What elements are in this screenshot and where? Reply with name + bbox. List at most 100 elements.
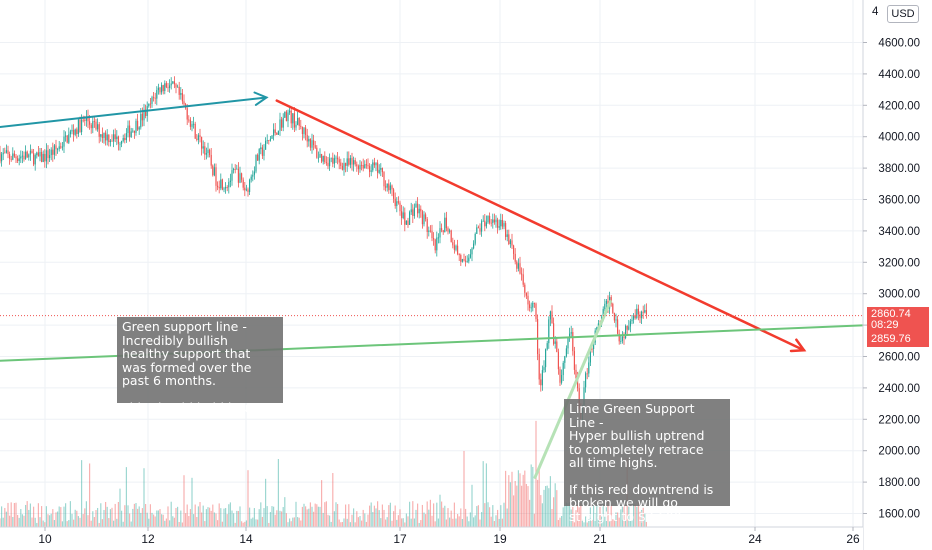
volume-bar xyxy=(551,508,553,527)
volume-bar xyxy=(621,503,623,527)
green-support-note[interactable]: Green support line - Incredibly bullish he… xyxy=(117,317,283,414)
volume-bar xyxy=(404,522,406,527)
price-tick-label: 4000.00 xyxy=(878,132,920,144)
candle-body xyxy=(569,333,571,339)
volume-bar xyxy=(620,509,622,527)
volume-bar xyxy=(325,501,327,527)
volume-bar xyxy=(377,501,379,527)
time-tick-label: 17 xyxy=(393,532,407,546)
candle-body xyxy=(191,124,193,127)
candle-body xyxy=(439,228,441,238)
volume-bar xyxy=(172,516,174,527)
lime-support-note[interactable]: Lime Green Support Line - Hyper bullish up… xyxy=(564,399,730,523)
volume-bar xyxy=(471,484,473,527)
candle-body xyxy=(431,230,433,239)
volume-bar xyxy=(103,509,105,527)
candle-body xyxy=(65,135,67,137)
candle-body xyxy=(236,168,238,170)
volume-bar xyxy=(276,510,278,527)
volume-bar xyxy=(37,503,39,527)
currency-badge[interactable]: USD xyxy=(887,5,919,23)
volume-bar xyxy=(273,506,275,527)
candle-body xyxy=(561,375,563,383)
volume-bar xyxy=(111,507,113,527)
volume-bar xyxy=(207,507,209,527)
volume-bar xyxy=(343,518,345,527)
volume-bar xyxy=(255,519,257,527)
volume-bar xyxy=(173,517,175,527)
volume-bar xyxy=(562,507,564,527)
candle-body xyxy=(145,109,147,116)
candle-body xyxy=(228,182,230,188)
volume-bar xyxy=(114,503,116,527)
lime-trendline[interactable] xyxy=(533,300,612,479)
candle-body xyxy=(132,130,134,132)
volume-bar xyxy=(319,506,321,527)
volume-bar xyxy=(282,507,284,527)
volume-bar xyxy=(52,509,54,527)
candle-body xyxy=(29,150,31,155)
volume-bar xyxy=(322,512,324,527)
volume-bar xyxy=(365,521,367,527)
volume-bar xyxy=(127,505,129,527)
volume-bar xyxy=(463,450,465,527)
candle-body xyxy=(524,284,526,293)
candle-body xyxy=(340,162,342,166)
volume-bar xyxy=(484,503,486,527)
volume-bar xyxy=(428,509,430,527)
candle-body xyxy=(615,319,617,321)
candle-body xyxy=(490,222,492,224)
volume-bar xyxy=(183,475,185,527)
candle-body xyxy=(362,165,364,169)
volume-bar xyxy=(244,521,246,527)
candle-body xyxy=(5,150,7,153)
volume-bar xyxy=(303,503,305,527)
volume-bar xyxy=(415,509,417,527)
volume-bar xyxy=(465,508,467,527)
candle-body xyxy=(492,219,494,223)
volume-bar xyxy=(36,522,38,527)
volume-bar xyxy=(289,518,291,527)
volume-bar xyxy=(431,515,433,527)
candle-body xyxy=(50,149,52,156)
candle-body xyxy=(402,212,404,219)
candle-body xyxy=(337,157,339,160)
time-axis[interactable]: 10 12 14 17 19 21 24 26 xyxy=(0,526,863,550)
volume-bar xyxy=(55,512,57,527)
volume-bar xyxy=(330,521,332,527)
candle-body xyxy=(442,230,444,233)
volume-bar xyxy=(423,512,425,527)
candle-body xyxy=(409,212,411,225)
candle-body xyxy=(559,369,561,383)
volume-bar xyxy=(380,518,382,527)
candle-body xyxy=(119,143,121,145)
red-trendline[interactable] xyxy=(275,99,806,352)
teal-trendline[interactable] xyxy=(0,96,268,179)
volume-bar xyxy=(609,521,611,527)
volume-bar xyxy=(452,518,454,527)
candle-body xyxy=(287,112,289,122)
candle-body xyxy=(242,179,244,188)
volume-bar xyxy=(97,507,99,527)
red-arrowhead xyxy=(789,338,807,353)
candle-body xyxy=(365,164,367,166)
volume-bar xyxy=(540,495,542,527)
volume-bar xyxy=(234,522,236,527)
volume-bar xyxy=(41,506,43,527)
volume-bar xyxy=(602,501,604,527)
volume-bar xyxy=(87,515,89,527)
note-line: all time highs. xyxy=(569,455,658,470)
candle-body xyxy=(4,152,6,154)
volume-bar xyxy=(252,517,254,527)
volume-bar xyxy=(295,501,297,527)
volume-bar xyxy=(245,520,247,527)
volume-bar xyxy=(12,516,14,527)
volume-bar xyxy=(313,511,315,527)
price-axis[interactable]: 4600.00 4400.00 4200.00 4000.00 3800.00 3600.… xyxy=(862,0,932,550)
volume-bar xyxy=(391,520,393,527)
volume-bar xyxy=(140,512,142,527)
volume-bar xyxy=(573,522,575,527)
candle-body xyxy=(85,116,87,121)
